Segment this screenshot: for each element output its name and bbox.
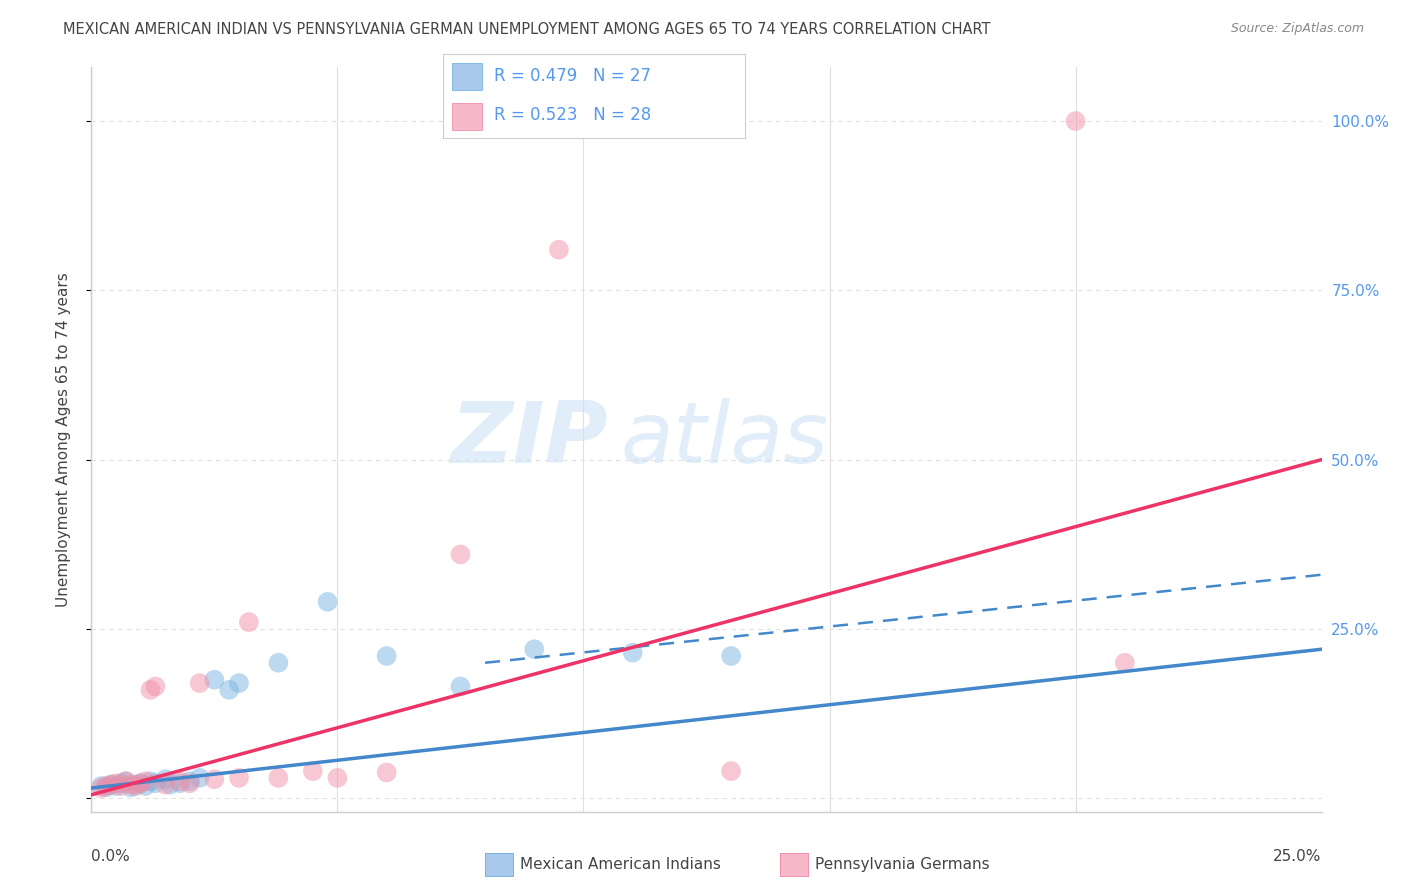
Point — [153, 772, 177, 787]
Point — [114, 774, 138, 789]
Point — [267, 771, 290, 785]
Text: Source: ZipAtlas.com: Source: ZipAtlas.com — [1230, 22, 1364, 36]
Point — [114, 774, 138, 789]
Text: 0.0%: 0.0% — [91, 849, 131, 864]
Text: ZIP: ZIP — [450, 398, 607, 481]
Point — [120, 778, 142, 792]
Point — [238, 615, 260, 629]
Point — [169, 774, 191, 789]
Point — [139, 774, 162, 789]
Point — [188, 676, 211, 690]
Point — [621, 646, 644, 660]
Bar — [451, 103, 482, 130]
Point — [720, 648, 742, 663]
Point — [110, 779, 132, 793]
Point — [301, 764, 323, 778]
Point — [375, 765, 398, 780]
Point — [90, 779, 112, 793]
Point — [110, 776, 132, 790]
Point — [547, 243, 569, 257]
Point — [179, 776, 201, 790]
Point — [96, 780, 117, 795]
Point — [326, 771, 349, 785]
Point — [179, 774, 201, 789]
Text: R = 0.523   N = 28: R = 0.523 N = 28 — [495, 106, 651, 124]
Bar — [451, 62, 482, 90]
Point — [449, 680, 471, 694]
Text: MEXICAN AMERICAN INDIAN VS PENNSYLVANIA GERMAN UNEMPLOYMENT AMONG AGES 65 TO 74 : MEXICAN AMERICAN INDIAN VS PENNSYLVANIA … — [63, 22, 991, 37]
Point — [228, 676, 250, 690]
Point — [124, 778, 146, 792]
Point — [100, 778, 122, 792]
Point — [153, 778, 177, 792]
Point — [105, 776, 127, 790]
Point — [316, 595, 339, 609]
Point — [100, 778, 122, 792]
Point — [135, 774, 156, 789]
Point — [228, 771, 250, 785]
Point — [375, 648, 398, 663]
Point — [1064, 114, 1087, 128]
Point — [145, 680, 166, 694]
Text: R = 0.479   N = 27: R = 0.479 N = 27 — [495, 68, 651, 86]
Point — [96, 779, 117, 793]
Point — [159, 778, 181, 792]
Point — [120, 780, 142, 795]
Point — [1114, 656, 1136, 670]
Point — [90, 780, 112, 795]
Point — [105, 779, 127, 793]
Point — [139, 682, 162, 697]
Point — [135, 779, 156, 793]
Point — [449, 548, 471, 562]
Point — [720, 764, 742, 778]
Point — [169, 776, 191, 790]
Point — [124, 779, 146, 793]
Text: atlas: atlas — [620, 398, 828, 481]
Point — [523, 642, 546, 657]
Text: 25.0%: 25.0% — [1274, 849, 1322, 864]
Y-axis label: Unemployment Among Ages 65 to 74 years: Unemployment Among Ages 65 to 74 years — [56, 272, 70, 607]
Point — [129, 776, 152, 790]
Point — [145, 776, 166, 790]
Text: Mexican American Indians: Mexican American Indians — [520, 857, 721, 871]
Point — [188, 771, 211, 785]
Point — [267, 656, 290, 670]
Point — [218, 682, 240, 697]
Point — [202, 772, 225, 787]
Point — [129, 776, 152, 790]
Point — [202, 673, 225, 687]
Text: Pennsylvania Germans: Pennsylvania Germans — [815, 857, 990, 871]
